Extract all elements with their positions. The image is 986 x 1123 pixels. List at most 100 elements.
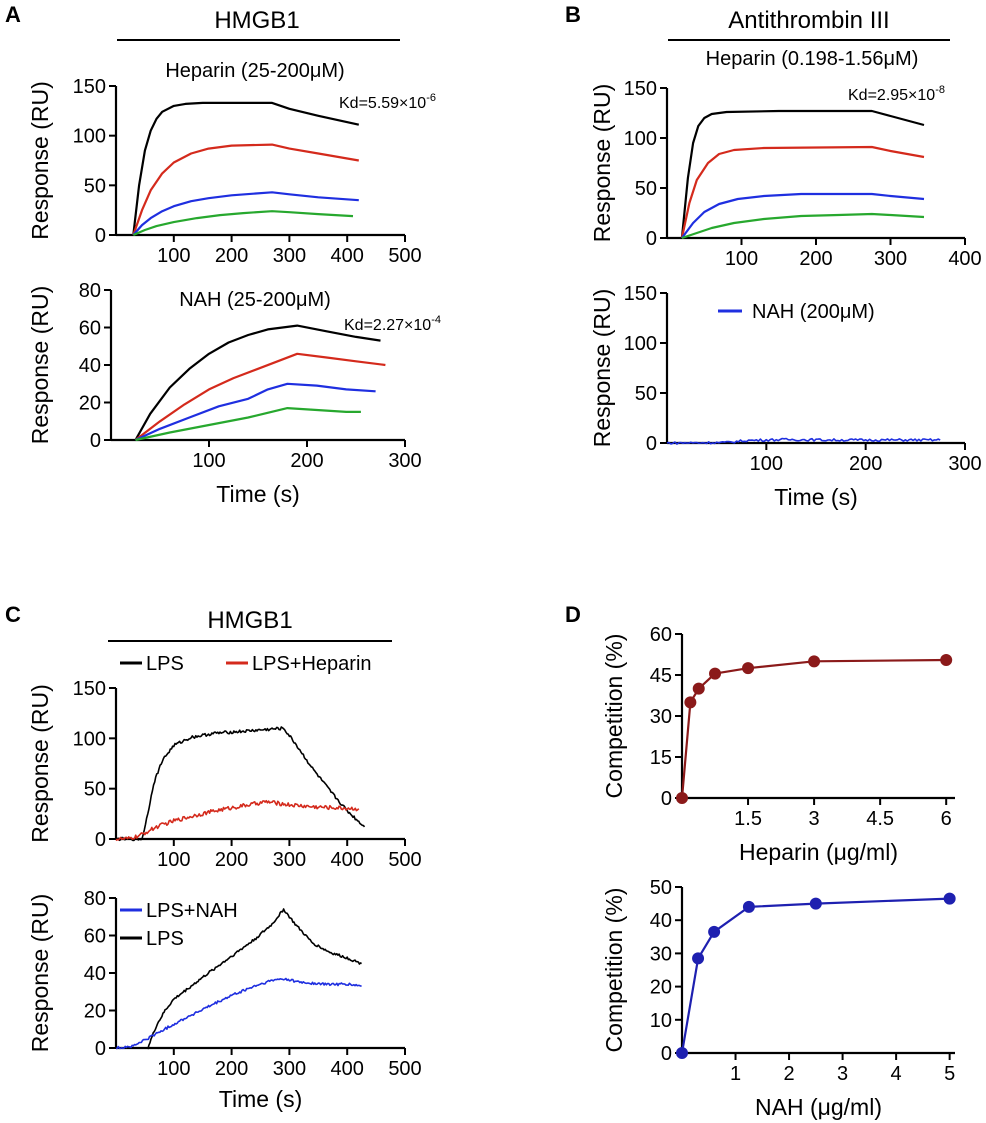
x-tick-label: 100: [725, 248, 758, 270]
y-tick-label: 150: [73, 76, 106, 98]
series-line-200-m: [134, 324, 381, 441]
y-tick-label: 150: [624, 78, 657, 100]
x-tick-label: 200: [215, 1058, 248, 1080]
x-axis-label: Time (s): [774, 484, 857, 510]
series-line-50-m: [132, 191, 359, 236]
y-tick-label: 0: [646, 433, 657, 455]
y-tick-label: 0: [90, 430, 101, 452]
x-tick-label: 400: [948, 248, 981, 270]
panel-a1-chart: 0 50 100 150 100 200 300 400 500 Response (RU): [27, 76, 422, 267]
y-tick-label: 100: [73, 126, 106, 148]
x-tick-label: 100: [192, 450, 225, 472]
series-line-200-m: [132, 101, 360, 236]
x-tick-label: 400: [331, 849, 364, 871]
data-point: [692, 682, 705, 695]
x-tick-label: 300: [948, 453, 981, 475]
series-line-25-m: [132, 210, 354, 237]
x-tick-label: 100: [750, 453, 783, 475]
x-axis-label: Heparin (μg/ml): [739, 839, 898, 865]
y-tick-label: 80: [79, 280, 101, 302]
legend-label-lps-2: LPS: [146, 928, 184, 950]
x-tick-label: 100: [157, 245, 190, 267]
y-tick-label: 30: [650, 943, 672, 965]
y-tick-label: 0: [646, 228, 657, 250]
x-tick-label: 3: [809, 808, 820, 830]
x-tick-label: 300: [273, 849, 306, 871]
x-tick-label: 500: [388, 849, 421, 871]
kd-base: Kd=2.27×10: [344, 317, 431, 334]
y-tick-label: 10: [650, 1010, 672, 1032]
legend-label-lps-heparin: LPS+Heparin: [252, 653, 372, 675]
panel-b1-chart: 0 50 100 150 100 200 300 400 Response (RU): [589, 78, 982, 270]
data-point: [684, 696, 697, 709]
kd-base: Kd=5.59×10: [339, 95, 426, 112]
series-line-lps-nah: [115, 977, 362, 1050]
y-tick-label: 60: [650, 624, 672, 646]
panel-a2-chart: 0 20 40 60 80 100 200 300 Response (RU) Time (s): [27, 280, 422, 507]
panel-d1-chart: 0 15 30 45 60 1.5 3 4.5 6 Competition (%) Heparin …: [601, 624, 955, 865]
legend-label-lps: LPS: [146, 653, 184, 675]
panel-c2-chart: 0 20 40 60 80 100 200 300 400 500 Response (RU) Tim…: [27, 888, 422, 1112]
x-tick-label: 100: [157, 849, 190, 871]
series-line-25-m: [135, 407, 361, 442]
y-tick-label: 0: [95, 1038, 106, 1060]
data-point: [708, 925, 721, 938]
data-point: [943, 892, 956, 905]
panel-b-title: Antithrombin III: [728, 7, 889, 34]
y-tick-label: 40: [79, 355, 101, 377]
y-tick-label: 20: [650, 977, 672, 999]
y-axis-label: Competition (%): [601, 888, 627, 1053]
series-line-0-39-m: [681, 192, 925, 239]
y-tick-label: 0: [95, 225, 106, 247]
x-tick-label: 300: [273, 1058, 306, 1080]
y-tick-label: 50: [84, 779, 106, 801]
panel-letter-d: D: [565, 602, 581, 627]
data-point: [709, 667, 722, 680]
y-tick-label: 0: [95, 829, 106, 851]
series-line-heparin: [680, 658, 947, 799]
panel-b1-kd: Kd=2.95×10-8: [848, 84, 945, 104]
data-point: [676, 1047, 688, 1059]
x-tick-label: 200: [799, 248, 832, 270]
y-tick-label: 50: [635, 383, 657, 405]
y-tick-label: 15: [650, 747, 672, 769]
y-axis-label: Response (RU): [589, 289, 615, 448]
series-line-1-56-m: [680, 109, 925, 239]
x-tick-label: 1.5: [734, 808, 762, 830]
legend-label-nah: NAH (200μM): [752, 301, 875, 323]
series-line-0-198-m: [681, 212, 925, 240]
y-tick-label: 20: [79, 393, 101, 415]
y-tick-label: 50: [650, 877, 672, 899]
kd-exponent: -6: [426, 92, 436, 104]
series-line-lps-heparin: [115, 799, 360, 842]
x-tick-label: 200: [215, 245, 248, 267]
y-tick-label: 60: [79, 318, 101, 340]
kd-exponent: -4: [431, 314, 441, 326]
x-tick-label: 200: [290, 450, 323, 472]
x-tick-label: 200: [215, 849, 248, 871]
y-tick-label: 50: [635, 178, 657, 200]
y-tick-label: 50: [84, 175, 106, 197]
panel-c1-chart: 0 50 100 150 100 200 300 400 500 Response (RU): [27, 678, 422, 871]
series-line-lps: [115, 726, 366, 842]
y-axis-label: Response (RU): [27, 81, 53, 240]
series-line-nah: [680, 897, 950, 1054]
x-tick-label: 500: [388, 245, 421, 267]
series-line-0-78-m: [680, 145, 925, 239]
data-point: [676, 792, 688, 804]
y-tick-label: 150: [73, 678, 106, 700]
kd-exponent: -8: [935, 84, 945, 96]
x-tick-label: 400: [331, 1058, 364, 1080]
x-axis-label: NAH (μg/ml): [755, 1094, 882, 1120]
x-tick-label: 300: [273, 245, 306, 267]
x-tick-label: 100: [157, 1058, 190, 1080]
panel-a-title: HMGB1: [214, 7, 299, 34]
data-point: [809, 897, 822, 910]
y-tick-label: 45: [650, 665, 672, 687]
legend-label-lps-nah: LPS+NAH: [146, 900, 238, 922]
x-tick-label: 6: [941, 808, 952, 830]
x-axis-label: Time (s): [219, 1086, 302, 1112]
x-tick-label: 500: [388, 1058, 421, 1080]
panel-b1-subtitle: Heparin (0.198-1.56μM): [706, 48, 919, 70]
panel-letter-c: C: [5, 602, 21, 627]
